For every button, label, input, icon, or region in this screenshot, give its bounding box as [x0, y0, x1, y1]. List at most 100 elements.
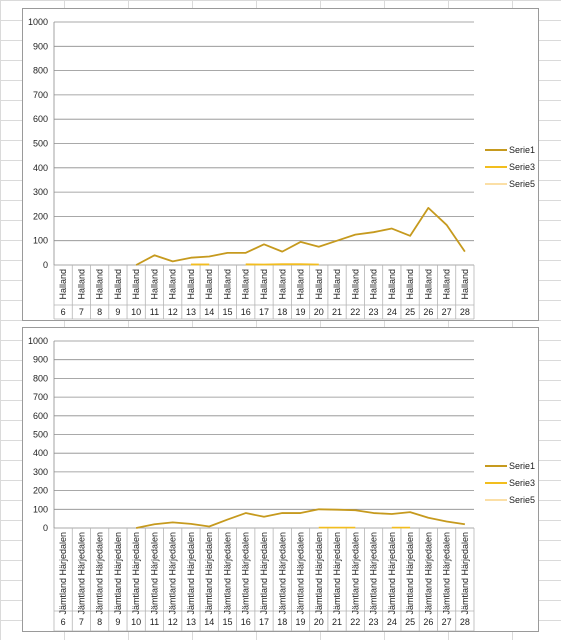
y-tick-label: 1000: [28, 17, 48, 27]
x-tick-label: 8: [97, 307, 102, 317]
region-label: Halland: [76, 269, 86, 300]
y-tick-label: 500: [33, 139, 48, 149]
x-tick-label: 7: [79, 617, 84, 627]
region-label: Jämtland Härjedalen: [423, 532, 433, 615]
legend-label: Serie1: [509, 461, 535, 471]
legend-label: Serie3: [509, 478, 535, 488]
x-tick-label: 28: [460, 307, 470, 317]
x-tick-label: 13: [186, 617, 196, 627]
x-tick-label: 23: [369, 617, 379, 627]
region-label: Halland: [222, 269, 232, 300]
y-tick-label: 500: [33, 430, 48, 440]
legend-label: Serie5: [509, 495, 535, 505]
y-tick-label: 700: [33, 392, 48, 402]
region-label: Jämtland Härjedalen: [442, 532, 452, 615]
y-tick-label: 600: [33, 411, 48, 421]
x-tick-label: 20: [314, 617, 324, 627]
y-tick-label: 900: [33, 41, 48, 51]
x-tick-label: 14: [204, 617, 214, 627]
region-label: Halland: [350, 269, 360, 300]
region-label: Jämtland Härjedalen: [204, 532, 214, 615]
x-tick-label: 18: [277, 617, 287, 627]
x-tick-label: 15: [222, 617, 232, 627]
y-tick-label: 1000: [28, 336, 48, 346]
chart-jamtland-harjedalen[interactable]: 1000 900 800 700 600 500 400 300 200 100 0 Jämtland…: [22, 327, 539, 632]
x-tick-label: 11: [150, 307, 159, 317]
legend-label: Serie1: [509, 145, 535, 155]
region-label: Jämtland Härjedalen: [332, 532, 342, 615]
region-label: Halland: [259, 269, 269, 300]
x-tick-label: 26: [423, 617, 433, 627]
y-tick-label: 400: [33, 163, 48, 173]
region-label: Halland: [277, 269, 287, 300]
x-tick-label: 12: [168, 617, 178, 627]
y-tick-label: 800: [33, 66, 48, 76]
y-tick-label: 200: [33, 486, 48, 496]
region-label: Jämtland Härjedalen: [76, 532, 86, 615]
x-tick-label: 15: [222, 307, 232, 317]
region-label: Jämtland Härjedalen: [95, 532, 105, 615]
x-tick-label: 28: [460, 617, 470, 627]
x-tick-label: 7: [79, 307, 84, 317]
region-label: Jämtland Härjedalen: [405, 532, 415, 615]
x-tick-label: 24: [387, 617, 397, 627]
chart-halland-svg: 10009008007006005004003002001000Halland6…: [28, 17, 535, 320]
chart-jamtland-harjedalen-svg: 10009008007006005004003002001000Jämtland…: [28, 336, 535, 631]
x-tick-label: 25: [405, 307, 415, 317]
y-tick-label: 100: [33, 236, 48, 246]
chart-halland[interactable]: 1000 900 800 700 600 500 400 300 200 100 0 Halland 6…: [22, 8, 539, 321]
x-tick-label: 27: [442, 617, 452, 627]
y-tick-label: 0: [43, 260, 48, 270]
x-tick-label: 22: [350, 617, 360, 627]
x-tick-label: 24: [387, 307, 397, 317]
x-tick-label: 14: [204, 307, 214, 317]
x-tick-label: 17: [259, 307, 269, 317]
x-tick-label: 19: [296, 307, 306, 317]
region-label: Halland: [131, 269, 141, 300]
region-label: Halland: [460, 269, 470, 300]
x-tick-label: 23: [369, 307, 379, 317]
x-tick-label: 20: [314, 307, 324, 317]
y-tick-label: 900: [33, 355, 48, 365]
x-tick-label: 21: [332, 617, 342, 627]
x-tick-label: 16: [241, 307, 251, 317]
x-tick-label: 13: [186, 307, 196, 317]
y-tick-label: 300: [33, 187, 48, 197]
x-tick-label: 27: [442, 307, 452, 317]
region-label: Halland: [241, 269, 251, 300]
y-tick-label: 200: [33, 211, 48, 221]
series-line-serie1: [135, 206, 466, 266]
region-label: Halland: [95, 269, 105, 300]
region-label: Halland: [405, 269, 415, 300]
x-tick-label: 9: [115, 307, 120, 317]
region-label: Jämtland Härjedalen: [222, 532, 232, 615]
x-tick-label: 25: [405, 617, 415, 627]
x-tick-label: 12: [168, 307, 178, 317]
x-tick-label: 18: [277, 307, 287, 317]
x-tick-label: 22: [350, 307, 360, 317]
region-label: Halland: [113, 269, 123, 300]
region-label: Halland: [204, 269, 214, 300]
region-label: Jämtland Härjedalen: [113, 532, 123, 615]
region-label: Jämtland Härjedalen: [259, 532, 269, 615]
region-label: Halland: [58, 269, 68, 300]
region-label: Jämtland Härjedalen: [241, 532, 251, 615]
region-label: Jämtland Härjedalen: [460, 532, 470, 615]
region-label: Halland: [149, 269, 159, 300]
x-tick-label: 6: [61, 617, 66, 627]
region-label: Halland: [168, 269, 178, 300]
region-label: Halland: [296, 269, 306, 300]
x-tick-label: 16: [241, 617, 251, 627]
region-label: Halland: [186, 269, 196, 300]
x-tick-label: 9: [115, 617, 120, 627]
x-tick-label: 17: [259, 617, 269, 627]
x-tick-label: 26: [423, 307, 433, 317]
y-tick-label: 400: [33, 448, 48, 458]
region-label: Halland: [442, 269, 452, 300]
region-label: Halland: [423, 269, 433, 300]
y-tick-label: 600: [33, 114, 48, 124]
x-tick-label: 8: [97, 617, 102, 627]
region-label: Jämtland Härjedalen: [387, 532, 397, 615]
legend-label: Serie5: [509, 179, 535, 189]
region-label: Jämtland Härjedalen: [58, 532, 68, 615]
